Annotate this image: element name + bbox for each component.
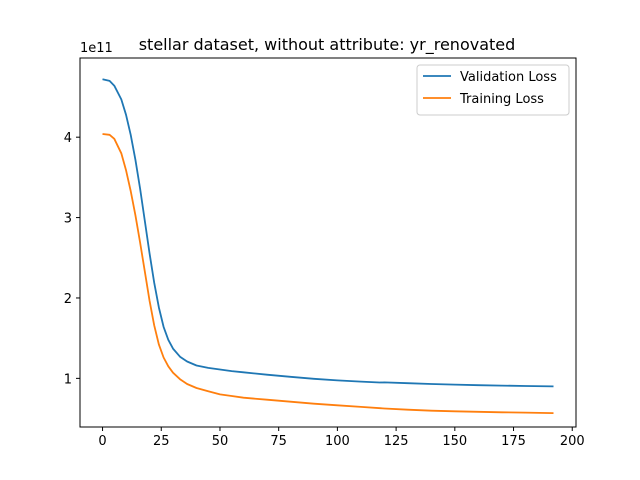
y-tick-label: 2 — [64, 292, 72, 307]
x-tick-label: 50 — [212, 434, 229, 449]
x-tick-label: 0 — [98, 434, 106, 449]
series-line-1 — [102, 133, 554, 414]
x-tick-label: 100 — [325, 434, 350, 449]
legend-box — [416, 64, 570, 116]
series-layer — [102, 78, 554, 414]
x-tick-label: 200 — [560, 434, 585, 449]
y-tick-label: 4 — [64, 131, 72, 146]
x-tick-label: 175 — [501, 434, 526, 449]
x-tick-label: 75 — [270, 434, 287, 449]
axis-layer: 0 25 50 75 100 125 150 175 200 1 2 3 4 — [64, 57, 585, 449]
x-tick-label: 150 — [442, 434, 467, 449]
plot-frame — [79, 57, 577, 428]
x-tick-label: 25 — [153, 434, 170, 449]
legend-label: Training Loss — [459, 92, 544, 107]
chart-title: stellar dataset, without attribute: yr_r… — [139, 35, 516, 55]
y-tick-label: 3 — [64, 212, 72, 227]
y-tick-label: 1 — [64, 372, 72, 387]
series-line-0 — [102, 78, 554, 388]
legend-label: Validation Loss — [460, 70, 557, 85]
legend: Validation Loss Training Loss — [416, 64, 570, 116]
y-axis-scale-label: 1e11 — [80, 41, 113, 56]
x-tick-label: 125 — [384, 434, 409, 449]
